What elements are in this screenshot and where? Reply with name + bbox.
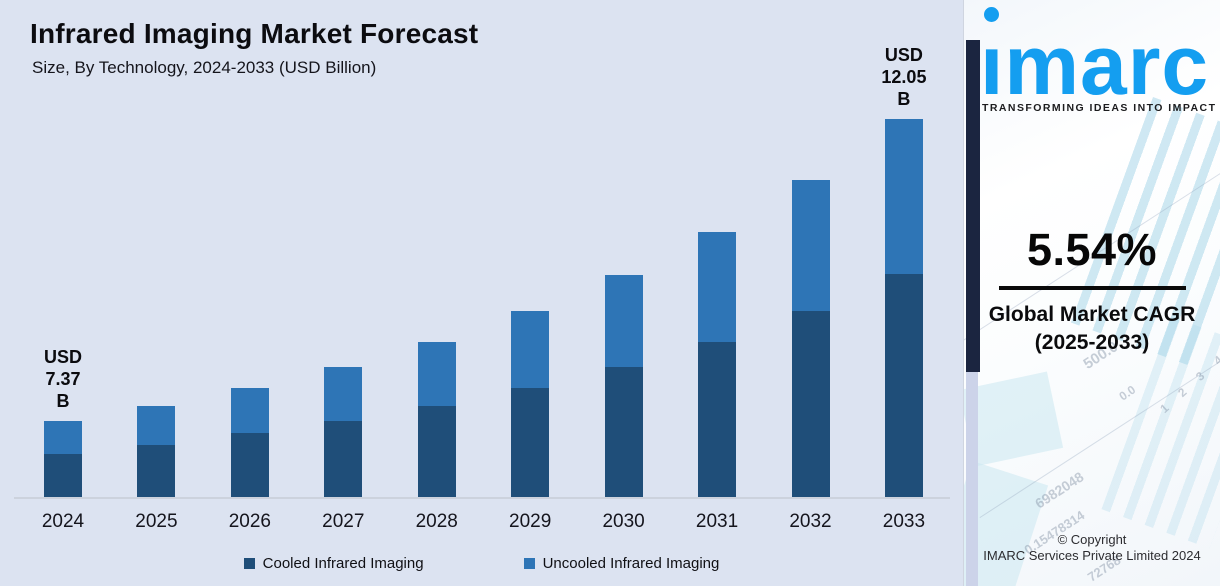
legend-item: Uncooled Infrared Imaging bbox=[523, 555, 720, 572]
x-axis-line bbox=[14, 497, 950, 499]
x-axis-label: 2033 bbox=[882, 511, 926, 532]
bar-segment-cooled bbox=[230, 433, 269, 497]
x-axis-label: 2028 bbox=[415, 511, 458, 532]
legend-item: Cooled Infrared Imaging bbox=[243, 555, 424, 572]
copyright-line2: IMARC Services Private Limited 2024 bbox=[983, 547, 1201, 563]
logo-tagline: TRANSFORMING IDEAS INTO IMPACT bbox=[982, 102, 1217, 114]
bar-value-label: USD 12.05 B bbox=[881, 45, 927, 110]
legend-swatch-icon bbox=[523, 558, 535, 569]
bar-column-2028: 2028 bbox=[416, 342, 458, 532]
x-axis-label: 2024 bbox=[41, 511, 85, 532]
bar-segment-uncooled bbox=[44, 421, 82, 454]
cagr-value: 5.54% bbox=[1026, 224, 1158, 275]
bar-segment-cooled bbox=[884, 274, 923, 497]
bar-segment-uncooled bbox=[230, 388, 269, 433]
divider-rule bbox=[998, 286, 1186, 290]
x-axis-label: 2030 bbox=[602, 511, 645, 532]
legend-label: Uncooled Infrared Imaging bbox=[542, 555, 720, 572]
copyright-line1: © Copyright bbox=[1057, 531, 1127, 547]
bar-segment-cooled bbox=[791, 311, 830, 497]
bar-segment-cooled bbox=[511, 388, 550, 497]
sidebar-accent-strip-lower bbox=[966, 372, 978, 586]
bar-segment-cooled bbox=[604, 367, 643, 497]
cagr-label: Global Market CAGR (2025-2033) bbox=[974, 301, 1210, 358]
bar-segment-uncooled bbox=[137, 406, 176, 445]
x-axis-label: 2025 bbox=[135, 511, 178, 532]
bar-segment-uncooled bbox=[417, 342, 456, 406]
chart-subtitle: Size, By Technology, 2024-2033 (USD Bill… bbox=[32, 58, 377, 77]
bar-segment-uncooled bbox=[791, 180, 830, 311]
bar-segment-uncooled bbox=[698, 232, 737, 342]
legend-label: Cooled Infrared Imaging bbox=[262, 555, 424, 572]
bar-segment-cooled bbox=[324, 421, 363, 497]
bar-segment-uncooled bbox=[324, 367, 363, 421]
x-axis-label: 2029 bbox=[509, 511, 552, 532]
bar-value-label: USD 7.37 B bbox=[43, 347, 83, 412]
bar-segment-cooled bbox=[417, 406, 456, 497]
bar-column-2033: USD 12.05 B 2033 bbox=[881, 45, 926, 532]
legend-swatch-icon bbox=[243, 558, 255, 569]
chart-panel: Infrared Imaging Market Forecast Size, B… bbox=[0, 0, 963, 586]
cagr-label-line1: Global Market CAGR bbox=[988, 303, 1196, 326]
logo-dot-icon bbox=[984, 7, 999, 22]
bar-segment-uncooled bbox=[511, 311, 550, 388]
bar-column-2031: 2031 bbox=[696, 232, 738, 532]
bar-column-2024: USD 7.37 B 2024 bbox=[42, 347, 84, 532]
cagr-block: 5.54% Global Market CAGR (2025-2033) bbox=[974, 224, 1210, 358]
x-axis-label: 2032 bbox=[789, 511, 832, 532]
bar-segment-cooled bbox=[137, 445, 176, 497]
bar-chart-plot: USD 7.37 B 2024 2025 2026 2027 2028 2029 2030 20… bbox=[42, 45, 927, 532]
bar-segment-uncooled bbox=[884, 119, 923, 274]
bar-segment-uncooled bbox=[604, 275, 643, 367]
sidebar: 500.0 0.0 1 2 3 4 6982048 0.15478314 727… bbox=[963, 0, 1220, 586]
bar-column-2029: 2029 bbox=[509, 311, 551, 532]
watermark-number: 0.0 bbox=[1116, 382, 1139, 404]
bar-column-2030: 2030 bbox=[602, 275, 645, 532]
bar-column-2026: 2026 bbox=[229, 388, 271, 532]
bar-column-2032: 2032 bbox=[789, 180, 832, 532]
chart-title: Infrared Imaging Market Forecast bbox=[30, 18, 479, 49]
x-axis-label: 2027 bbox=[322, 511, 365, 532]
watermark-shape bbox=[964, 371, 1064, 467]
bar-segment-cooled bbox=[698, 342, 737, 497]
copyright: © Copyright IMARC Services Private Limit… bbox=[964, 532, 1220, 565]
imarc-logo: ımarc TRANSFORMING IDEAS INTO IMPACT bbox=[980, 5, 1215, 117]
bar-column-2025: 2025 bbox=[135, 406, 178, 532]
x-axis-label: 2026 bbox=[228, 511, 272, 532]
cagr-label-line2: (2025-2033) bbox=[1034, 331, 1150, 355]
sidebar-accent-strip bbox=[966, 40, 980, 372]
bar-segment-cooled bbox=[44, 454, 82, 497]
bar-column-2027: 2027 bbox=[322, 367, 364, 532]
chart-legend: Cooled Infrared Imaging Uncooled Infrared… bbox=[0, 555, 963, 572]
logo-wordmark: ımarc bbox=[980, 18, 1210, 112]
x-axis-label: 2031 bbox=[695, 511, 739, 532]
